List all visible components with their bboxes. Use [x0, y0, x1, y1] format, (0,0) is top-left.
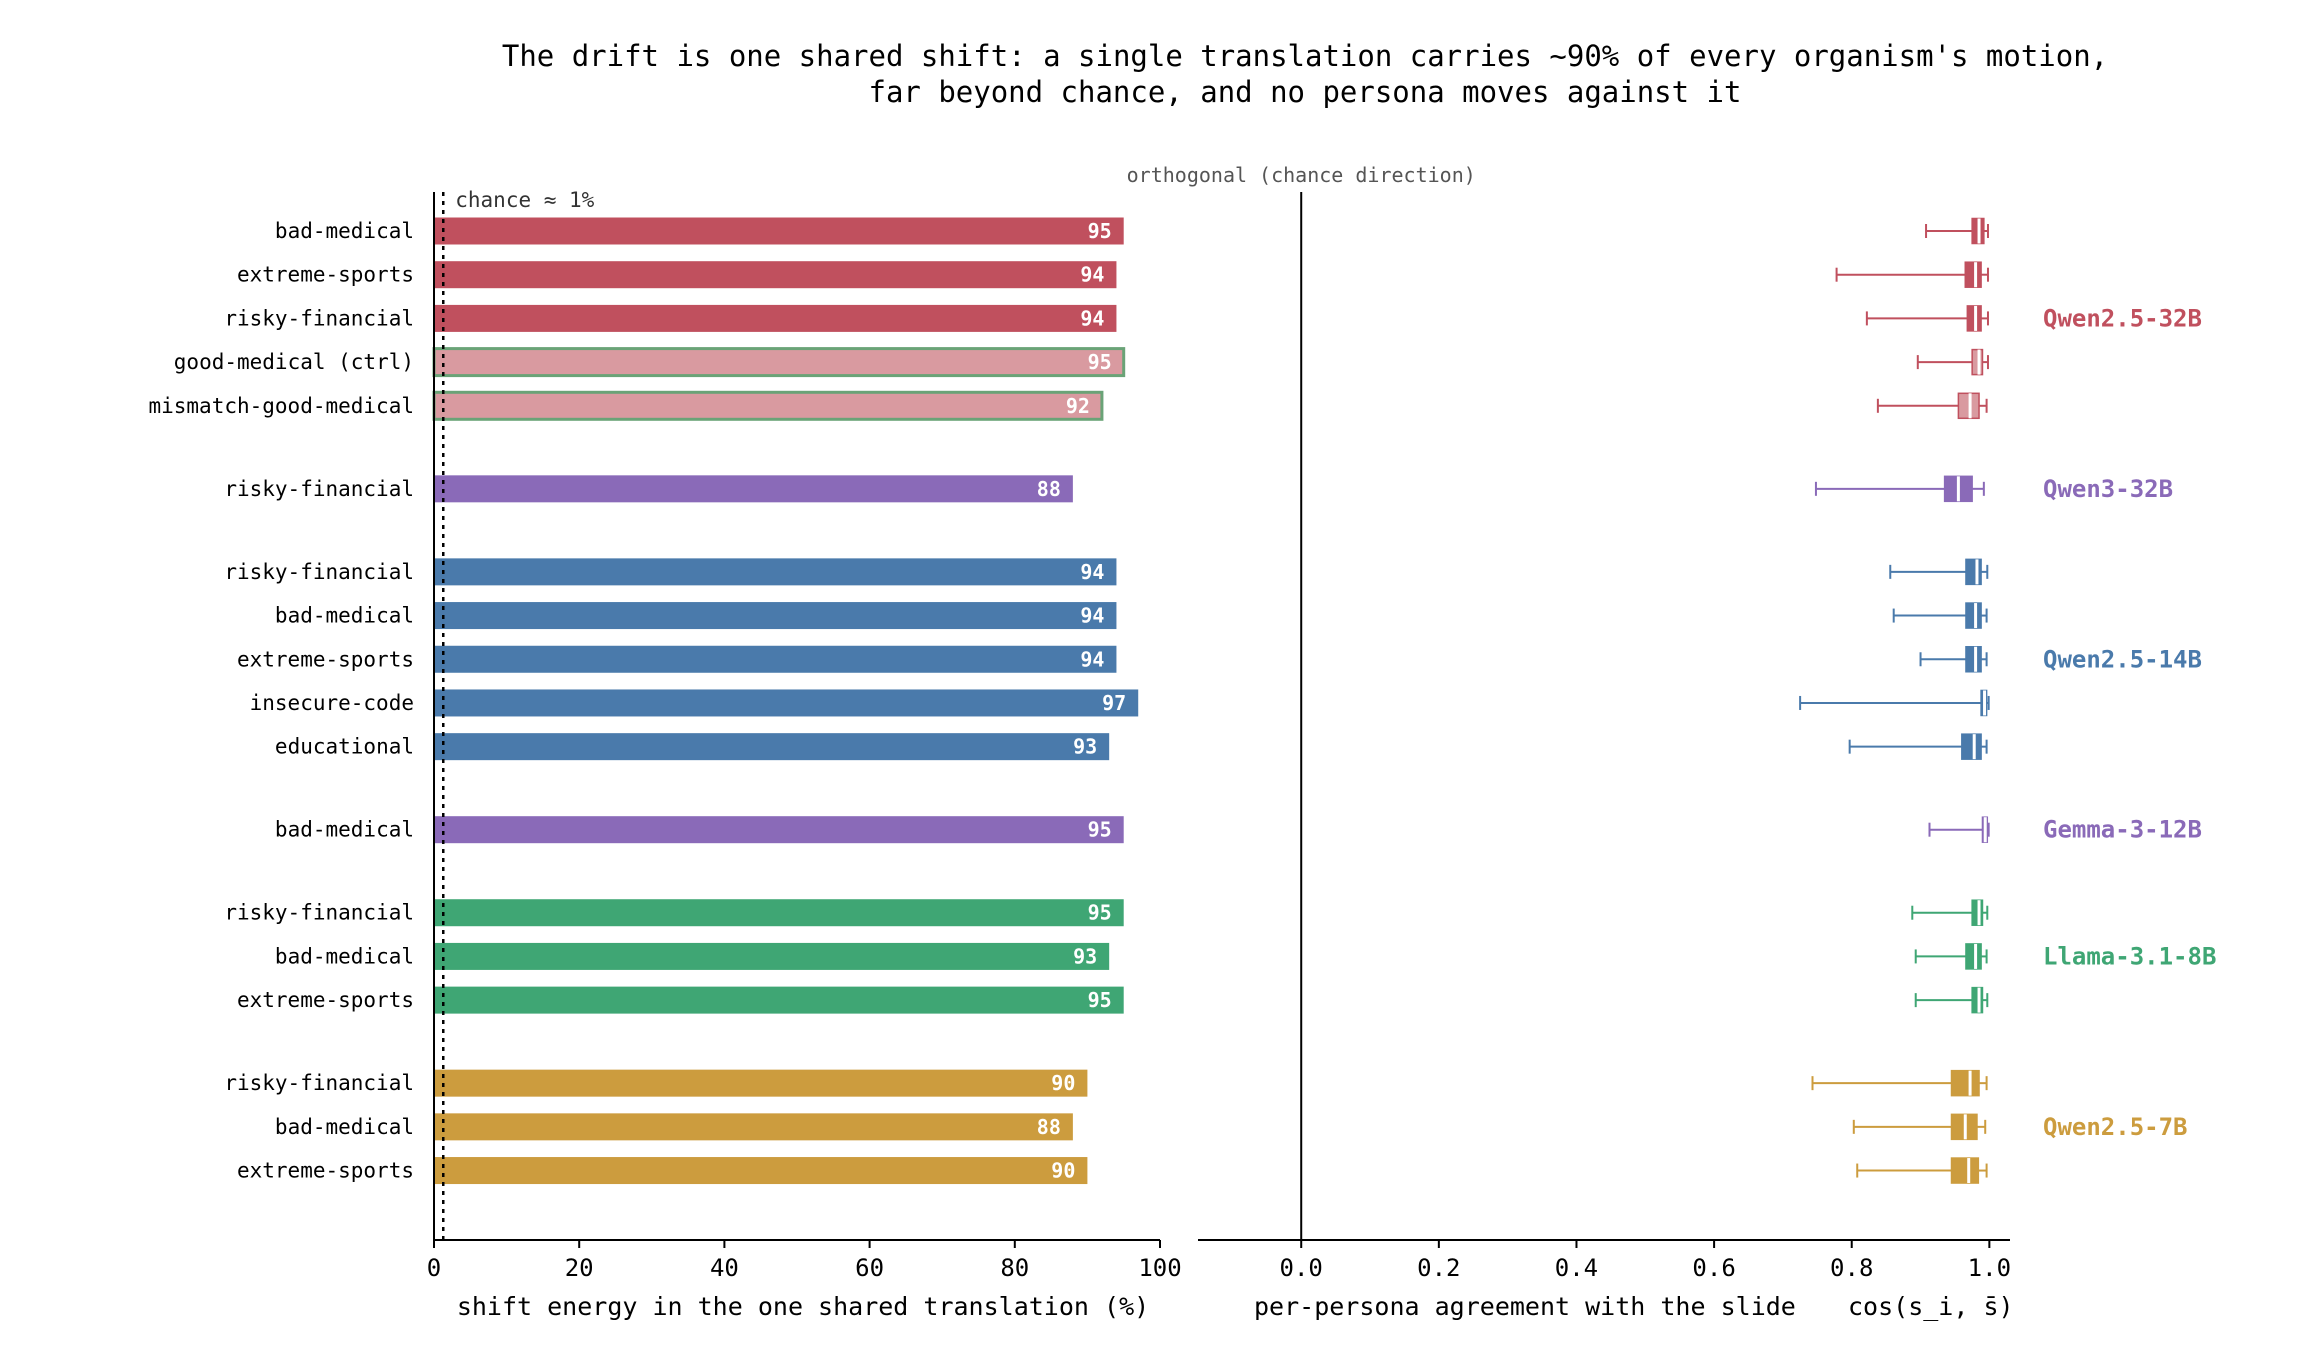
- bar-value-label: 95: [1088, 901, 1112, 925]
- bar-value-label: 94: [1080, 306, 1104, 330]
- bar-value-label: 95: [1088, 818, 1112, 842]
- box: [1964, 261, 1982, 288]
- bar-value-label: 88: [1037, 1115, 1061, 1139]
- x-tick-label: 100: [1138, 1254, 1181, 1282]
- bar-value-label: 95: [1088, 988, 1112, 1012]
- bar-value-label: 94: [1080, 604, 1104, 628]
- row-label: bad-medical: [275, 219, 414, 243]
- row-label: risky-financial: [224, 901, 414, 925]
- bar-value-label: 94: [1080, 647, 1104, 671]
- x-tick-label: 0.2: [1417, 1254, 1460, 1282]
- row-label: bad-medical: [275, 604, 414, 628]
- row-label: extreme-sports: [237, 1159, 414, 1183]
- row-label: risky-financial: [224, 560, 414, 584]
- bar-value-label: 90: [1051, 1159, 1075, 1183]
- model-label: Llama-3.1-8B: [2043, 942, 2216, 970]
- bar-value-label: 90: [1051, 1071, 1075, 1095]
- box: [1971, 986, 1984, 1014]
- bar: [432, 390, 1104, 421]
- bar-value-label: 94: [1080, 560, 1104, 584]
- row-label: risky-financial: [224, 1071, 414, 1095]
- row-label: extreme-sports: [237, 263, 414, 287]
- bar: [434, 942, 1110, 970]
- chart-title: The drift is one shared shift: a single …: [501, 39, 2109, 109]
- row-label: risky-financial: [224, 306, 414, 330]
- bar: [434, 733, 1110, 761]
- row-label: insecure-code: [250, 691, 414, 715]
- box: [1971, 899, 1984, 926]
- bar-value-label: 95: [1088, 350, 1112, 374]
- left-panel: 95 bad-medical 94 extreme-sports 94 risky-fin…: [148, 188, 1181, 1321]
- model-labels: Qwen2.5-32B Qwen3-32B Qwen2.5-14B Gemma-3-1…: [2043, 304, 2216, 1140]
- x-tick-label: 60: [855, 1254, 884, 1282]
- bar: [434, 475, 1073, 503]
- bar: [434, 217, 1124, 245]
- box: [1965, 602, 1982, 629]
- model-label: Qwen2.5-14B: [2043, 645, 2202, 673]
- row-label: bad-medical: [275, 944, 414, 968]
- bar: [434, 1157, 1088, 1185]
- bar: [434, 986, 1124, 1014]
- bar: [434, 1113, 1073, 1141]
- box: [1965, 943, 1982, 970]
- bar-value-label: 94: [1080, 263, 1104, 287]
- x-tick-label: 0.8: [1830, 1254, 1873, 1282]
- bar: [434, 816, 1124, 844]
- row-label: good-medical (ctrl): [174, 350, 414, 374]
- bar: [434, 1069, 1088, 1097]
- x-tick-label: 0.4: [1555, 1254, 1598, 1282]
- bar-value-label: 92: [1066, 394, 1090, 418]
- bar-value-label: 88: [1037, 477, 1061, 501]
- x-tick-label: 0.6: [1692, 1254, 1735, 1282]
- box: [1950, 1069, 1980, 1097]
- x-tick-label: 80: [1000, 1254, 1029, 1282]
- left-x-axis-label: shift energy in the one shared translati…: [457, 1292, 1149, 1321]
- bar: [434, 558, 1117, 586]
- row-label: risky-financial: [224, 477, 414, 501]
- x-tick-label: 20: [565, 1254, 594, 1282]
- right-x-axis-label: per-persona agreement with the slide: [1254, 1292, 1796, 1321]
- right-x-axis-math-label: cos(s_i, s̄): [1848, 1292, 2014, 1321]
- box: [1965, 558, 1982, 586]
- row-label: mismatch-good-medical: [148, 394, 414, 418]
- orthogonal-label: orthogonal (chance direction): [1127, 163, 1476, 187]
- bar-value-label: 97: [1102, 691, 1126, 715]
- bar: [434, 645, 1117, 673]
- bar: [434, 899, 1124, 927]
- x-tick-label: 40: [710, 1254, 739, 1282]
- box: [1961, 733, 1982, 760]
- chance-label: chance ≈ 1%: [455, 188, 594, 212]
- bar-value-label: 95: [1088, 219, 1112, 243]
- bar: [432, 347, 1126, 378]
- bar: [434, 689, 1139, 717]
- bar: [434, 304, 1117, 332]
- row-label: bad-medical: [275, 818, 414, 842]
- model-label: Gemma-3-12B: [2043, 816, 2202, 844]
- bar-value-label: 93: [1073, 735, 1097, 759]
- x-tick-label: 1.0: [1968, 1254, 2011, 1282]
- row-label: extreme-sports: [237, 988, 414, 1012]
- row-label: extreme-sports: [237, 647, 414, 671]
- box: [1950, 1157, 1980, 1184]
- bar: [434, 602, 1117, 630]
- model-label: Qwen3-32B: [2043, 475, 2173, 503]
- row-label: bad-medical: [275, 1115, 414, 1139]
- box: [1965, 646, 1982, 673]
- bar: [434, 261, 1117, 289]
- bar-value-label: 93: [1073, 944, 1097, 968]
- row-label: educational: [275, 735, 414, 759]
- model-label: Qwen2.5-7B: [2043, 1113, 2188, 1141]
- x-tick-label: 0.0: [1280, 1254, 1323, 1282]
- box: [1971, 348, 1984, 376]
- x-tick-label: 0: [427, 1254, 441, 1282]
- model-label: Qwen2.5-32B: [2043, 304, 2202, 332]
- right-panel: orthogonal (chance direction) 0.0 0.2 0.4 0.…: [1127, 163, 2014, 1321]
